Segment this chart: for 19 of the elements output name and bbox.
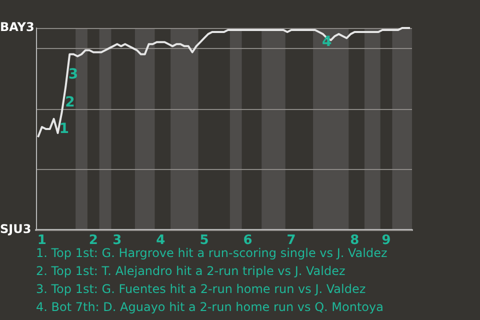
- x-tick-label: 5: [200, 233, 209, 248]
- text: 4. Bot 7th: D. Aguayo hit a 2-run home run vs Q. Montoya: [36, 299, 384, 316]
- x-tick-label: 1: [37, 233, 46, 248]
- x-tick-label: 3: [112, 233, 122, 248]
- annotation: 1: [59, 121, 69, 137]
- text: 3. Top 1st: G. Fuentes hit a 2-run home run vs J. Valdez: [36, 281, 367, 298]
- text: 1. Top 1st: G. Hargrove hit a run-scoring single vs J. Valdez: [36, 245, 388, 262]
- x-tick-label: 4: [156, 233, 166, 248]
- annotation: 2: [65, 94, 75, 111]
- x-tick-label: 9: [382, 233, 391, 248]
- annotation: 4: [322, 34, 332, 50]
- x-tick-label: 7: [286, 233, 296, 248]
- x-tick-label: 6: [243, 233, 252, 248]
- text: SJU3: [0, 222, 32, 236]
- text: BAY3: [0, 20, 34, 34]
- x-tick-label: 8: [350, 233, 360, 248]
- text: 2. Top 1st: T. Alejandro hit a 2-run triple vs J. Valdez: [36, 263, 346, 280]
- x-tick-label: 2: [88, 233, 98, 248]
- annotation: 3: [68, 66, 78, 82]
